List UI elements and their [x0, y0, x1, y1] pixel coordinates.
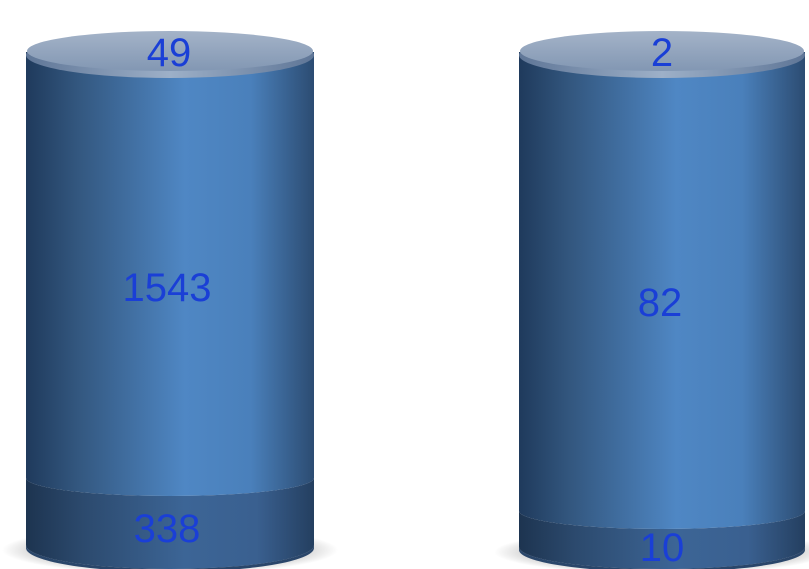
cylinder-1-segment-bottom — [26, 478, 314, 569]
cylinder-1-label-top: 49 — [147, 31, 192, 75]
cylinder-1-label-bottom: 338 — [134, 507, 201, 551]
cylinder-2-label-bottom: 10 — [640, 526, 685, 569]
cylinder-1: 49 1543 338 — [2, 31, 338, 569]
cylinder-2-label-middle: 82 — [638, 281, 683, 325]
cylinder-1-segment-top — [27, 31, 313, 71]
cylinder-2-label-top: 2 — [651, 31, 673, 75]
cylinder-1-segment-middle — [26, 52, 314, 496]
cylinder-1-label-middle: 1543 — [123, 266, 212, 310]
cylinder-2-segment-middle — [519, 52, 805, 529]
cylinder-2: 2 82 10 — [494, 31, 809, 569]
cylinder-2-segment-top — [520, 31, 804, 71]
cylinder-2-segment-bottom — [519, 511, 805, 569]
